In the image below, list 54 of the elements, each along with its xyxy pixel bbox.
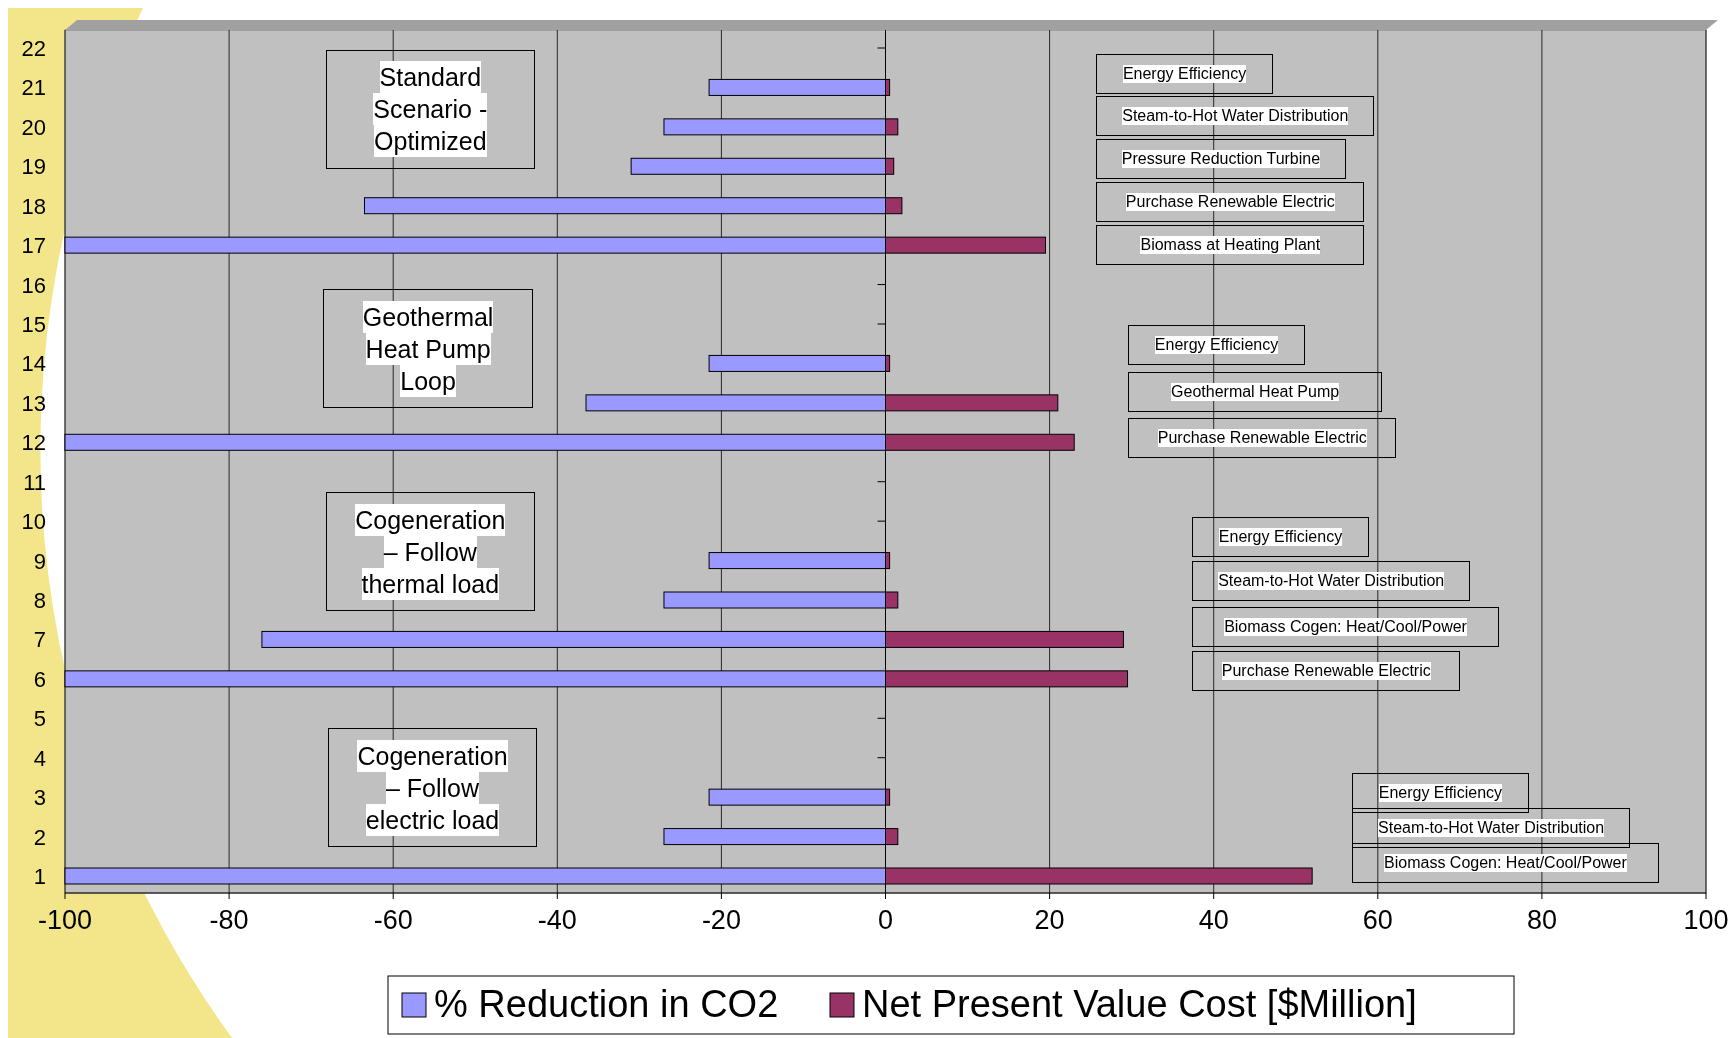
annotation: Geothermal Heat Pump	[1171, 382, 1340, 401]
x-tick-label: 40	[1198, 905, 1229, 935]
y-tick-label: 17	[21, 233, 46, 259]
annotation: Biomass Cogen: Heat/Cool/Power	[1224, 617, 1467, 636]
x-tick-label: 80	[1526, 905, 1557, 935]
y-tick-label: 18	[21, 193, 46, 219]
annotation: Biomass Cogen: Heat/Cool/Power	[1384, 853, 1627, 872]
y-tick-label: 16	[21, 272, 46, 298]
x-tick-label: -100	[37, 905, 93, 935]
x-tick-label: -40	[537, 905, 577, 935]
x-tick-label: 20	[1034, 905, 1065, 935]
annotation: Biomass at Heating Plant	[1140, 236, 1321, 255]
y-tick-label: 10	[21, 509, 46, 535]
annotation: Steam-to-Hot Water Distribution	[1218, 572, 1445, 591]
y-tick-label: 22	[21, 36, 46, 61]
legend-label: Net Present Value Cost [$Million]	[862, 983, 1417, 1025]
y-tick-label: 20	[21, 114, 46, 140]
y-tick-label: 2	[33, 824, 46, 850]
y-tick-label: 15	[21, 312, 46, 337]
annotation: Cogeneration – Follow thermal load	[355, 504, 506, 600]
y-tick-label: 19	[21, 154, 46, 180]
x-tick-label: -60	[373, 905, 413, 935]
x-tick-label: 60	[1362, 905, 1393, 935]
y-tick-label: 9	[33, 548, 46, 574]
y-tick-label: 21	[21, 75, 46, 101]
annotation: Purchase Renewable Electric	[1221, 661, 1431, 680]
annotation: Energy Efficiency	[1122, 65, 1247, 84]
annotation: Standard Scenario - Optimized	[373, 62, 488, 158]
y-tick-label: 4	[33, 745, 46, 771]
legend-label: % Reduction in CO2	[434, 983, 779, 1025]
annotation: Energy Efficiency	[1218, 528, 1343, 547]
annotation: Cogeneration – Follow electric load	[357, 740, 508, 836]
annotation: Purchase Renewable Electric	[1157, 429, 1367, 448]
annotation: Steam-to-Hot Water Distribution	[1378, 819, 1605, 838]
x-tick-label: 100	[1683, 905, 1729, 935]
annotation: Steam-to-Hot Water Distribution	[1122, 107, 1349, 126]
annotation: Energy Efficiency	[1378, 784, 1503, 803]
y-tick-label: 13	[21, 390, 46, 416]
y-tick-label: 14	[21, 351, 46, 377]
y-tick-label: 11	[23, 469, 46, 495]
y-tick-label: 5	[33, 706, 46, 732]
y-tick-label: 12	[21, 430, 46, 456]
annotation: Pressure Reduction Turbine	[1121, 150, 1321, 169]
y-tick-label: 7	[33, 627, 46, 653]
annotation: Energy Efficiency	[1154, 336, 1279, 355]
y-tick-label: 3	[33, 785, 46, 811]
x-tick-label: -20	[701, 905, 741, 935]
y-tick-label: 1	[33, 864, 46, 889]
annotation: Purchase Renewable Electric	[1125, 193, 1335, 212]
x-tick-label: 0	[877, 905, 894, 935]
x-tick-label: -80	[209, 905, 249, 935]
y-tick-label: 6	[33, 666, 46, 692]
annotation: Geothermal Heat Pump Loop	[362, 301, 494, 397]
y-tick-label: 8	[33, 588, 46, 613]
